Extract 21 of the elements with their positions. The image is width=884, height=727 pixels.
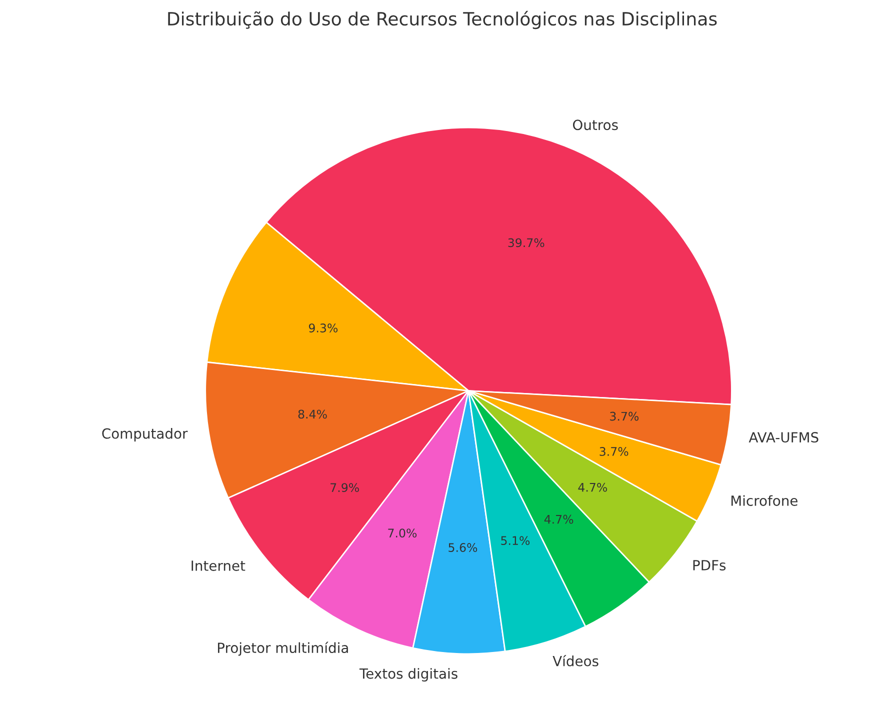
slice-label: Textos digitais <box>359 668 458 682</box>
slice-label: Microfone <box>731 495 798 506</box>
data-label: 7.9% <box>330 483 359 492</box>
data-label: 3.7% <box>600 447 628 456</box>
data-label: 3.7% <box>610 412 639 421</box>
data-label: 4.7% <box>544 514 574 524</box>
slice-label: Projetor multimídia <box>218 642 348 656</box>
slice-label: Internet <box>192 560 246 571</box>
data-label: 5.1% <box>501 536 530 546</box>
chart-title: Distribuição do Uso de Recursos Tecnológicos nas Disciplinas <box>168 10 717 30</box>
data-label: 39.7% <box>508 238 544 248</box>
data-label: 4.7% <box>578 482 608 492</box>
data-label: 8.4% <box>298 410 327 419</box>
slice-label: PDFs <box>693 560 726 570</box>
slice-label: Computador <box>102 428 188 442</box>
slice-label: AVA-UFMS <box>748 432 818 443</box>
slice-label: Vídeos <box>552 655 598 666</box>
data-label: 9.3% <box>308 324 338 332</box>
data-label: 7.0% <box>388 528 417 538</box>
slice-label: Outros <box>572 120 618 130</box>
data-label: 5.6% <box>448 543 478 552</box>
